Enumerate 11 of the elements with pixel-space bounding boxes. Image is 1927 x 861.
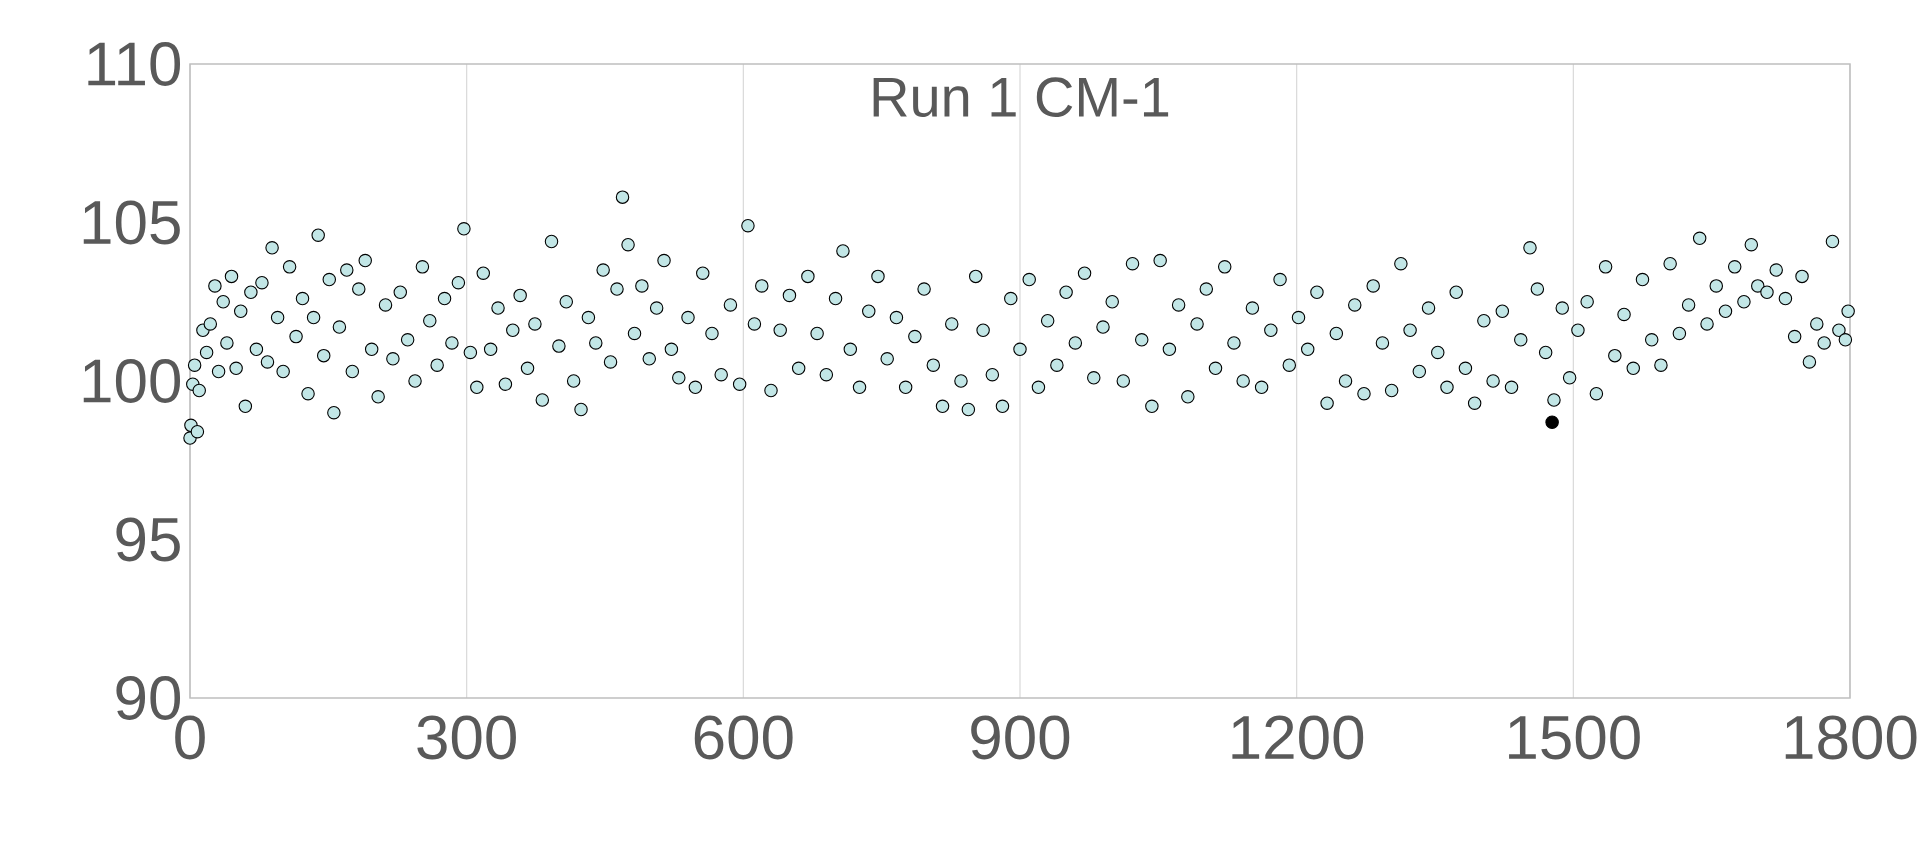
- y-tick-label: 105: [83, 200, 180, 245]
- x-tick-label: 1200: [1232, 715, 1364, 760]
- y-tick-label: 100: [83, 359, 181, 403]
- y-tick-label: 95: [116, 517, 180, 562]
- x-tick-label: 1800: [1785, 715, 1917, 760]
- y-tick-label: 110: [88, 42, 181, 86]
- chart-title: Run 1 CM-1: [873, 77, 1169, 118]
- x-tick-label: 600: [694, 715, 793, 760]
- x-tick-label: 900: [971, 715, 1070, 760]
- x-tick-label: 1500: [1509, 715, 1640, 760]
- x-tick-label: 300: [417, 715, 516, 760]
